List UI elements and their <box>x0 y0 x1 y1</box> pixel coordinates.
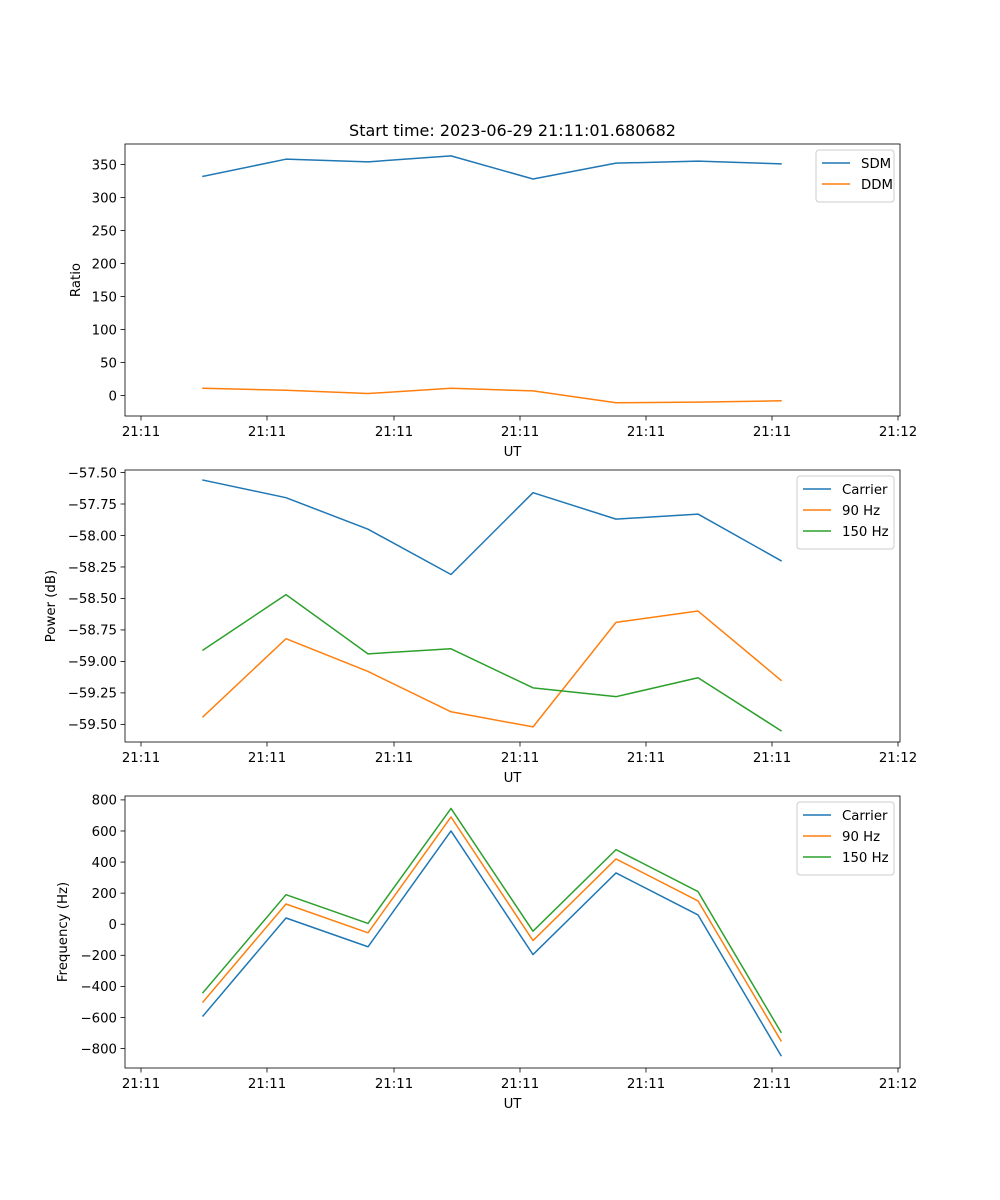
legend: Carrier 90 Hz 150 Hz <box>796 475 895 550</box>
x-axis-label: UT <box>504 771 523 786</box>
legend-entry-label: 90 Hz <box>842 504 880 519</box>
x-tick-label: 21:11 <box>375 751 413 766</box>
y-tick-label: −57.75 <box>68 498 117 513</box>
x-tick-label: 21:12 <box>879 751 917 766</box>
y-tick-label: 350 <box>92 158 117 173</box>
legend-entry-label: SDM <box>861 157 891 172</box>
y-tick-label: −58.25 <box>68 561 117 576</box>
x-tick-label: 21:11 <box>248 425 286 440</box>
x-tick-label: 21:11 <box>753 1077 791 1092</box>
y-tick-label: 100 <box>92 323 117 338</box>
x-tick-label: 21:11 <box>627 425 665 440</box>
y-tick-label: 150 <box>92 290 117 305</box>
y-axis-label: Power (dB) <box>44 570 59 642</box>
x-tick-label: 21:11 <box>501 1077 539 1092</box>
x-tick-label: 21:11 <box>501 425 539 440</box>
x-tick-label: 21:12 <box>879 1077 917 1092</box>
x-tick-label: 21:11 <box>375 425 413 440</box>
y-tick-label: −57.50 <box>68 466 117 481</box>
axes-frame <box>124 469 901 743</box>
y-tick-label: −58.50 <box>68 592 117 607</box>
legend-entry-label: 90 Hz <box>842 830 880 845</box>
x-axis-label: UT <box>504 445 523 460</box>
x-axis-label: UT <box>504 1097 523 1112</box>
y-tick-label: 250 <box>92 224 117 239</box>
series-line-carrier <box>202 479 783 576</box>
x-tick-label: 21:11 <box>753 425 791 440</box>
x-tick-label: 21:11 <box>122 751 160 766</box>
y-tick-label: 600 <box>92 825 117 840</box>
series-line-150-hz <box>201 807 783 1034</box>
y-tick-label: 0 <box>109 918 117 933</box>
y-tick-label: −600 <box>80 1011 117 1026</box>
x-tick-label: 21:11 <box>627 1077 665 1092</box>
x-tick-label: 21:11 <box>627 751 665 766</box>
legend-entry-label: Carrier <box>842 483 888 498</box>
y-tick-label: −59.50 <box>68 718 117 733</box>
subplot-2: 21:11 21:11 21:11 21:11 21:11 21:11 21:12 −59.5… <box>44 466 917 786</box>
series-line-150-hz <box>201 593 783 732</box>
y-tick-label: 50 <box>100 356 117 371</box>
subplots: 21:11 21:11 21:11 21:11 21:11 21:11 21:12 0 50 10… <box>44 143 917 1112</box>
y-axis-label: Frequency (Hz) <box>56 882 71 982</box>
x-tick-label: 21:11 <box>501 751 539 766</box>
y-axis-label: Ratio <box>69 263 84 297</box>
y-tick-label: −58.75 <box>68 624 117 639</box>
y-tick-label: −200 <box>80 949 117 964</box>
series-line-ddm <box>202 387 782 404</box>
axes-frame <box>124 795 901 1069</box>
subplot-3: 21:11 21:11 21:11 21:11 21:11 21:11 21:12 −800 −… <box>56 794 917 1112</box>
x-tick-label: 21:11 <box>248 751 286 766</box>
x-tick-label: 21:11 <box>248 1077 286 1092</box>
legend: SDM DDM <box>815 149 895 203</box>
legend-entry-label: Carrier <box>842 809 888 824</box>
series-line-90-hz <box>201 610 783 728</box>
legend-entry-label: 150 Hz <box>842 851 889 866</box>
y-tick-label: 800 <box>92 794 117 809</box>
legend: Carrier 90 Hz 150 Hz <box>796 801 895 876</box>
subplot-1: 21:11 21:11 21:11 21:11 21:11 21:11 21:12 0 50 10… <box>69 143 917 460</box>
x-tick-label: 21:12 <box>879 425 917 440</box>
y-tick-label: −58.00 <box>68 529 117 544</box>
y-tick-label: 0 <box>109 389 117 404</box>
y-tick-label: −59.00 <box>68 655 117 670</box>
series-line-carrier <box>201 830 783 1057</box>
x-tick-label: 21:11 <box>375 1077 413 1092</box>
y-tick-label: 400 <box>92 856 117 871</box>
figure-title: Start time: 2023-06-29 21:11:01.680682 <box>349 121 676 140</box>
y-tick-label: −59.25 <box>68 687 117 702</box>
x-tick-label: 21:11 <box>753 751 791 766</box>
series-line-sdm <box>202 155 782 180</box>
x-tick-label: 21:11 <box>122 1077 160 1092</box>
axes-frame <box>124 143 901 417</box>
y-tick-label: −400 <box>80 980 117 995</box>
x-tick-label: 21:11 <box>122 425 160 440</box>
y-tick-label: 300 <box>92 191 117 206</box>
legend-entry-label: DDM <box>861 178 893 193</box>
y-tick-label: 200 <box>92 257 117 272</box>
series-line-90-hz <box>201 816 783 1042</box>
y-tick-label: 200 <box>92 887 117 902</box>
y-tick-label: −800 <box>80 1042 117 1057</box>
legend-entry-label: 150 Hz <box>842 525 889 540</box>
